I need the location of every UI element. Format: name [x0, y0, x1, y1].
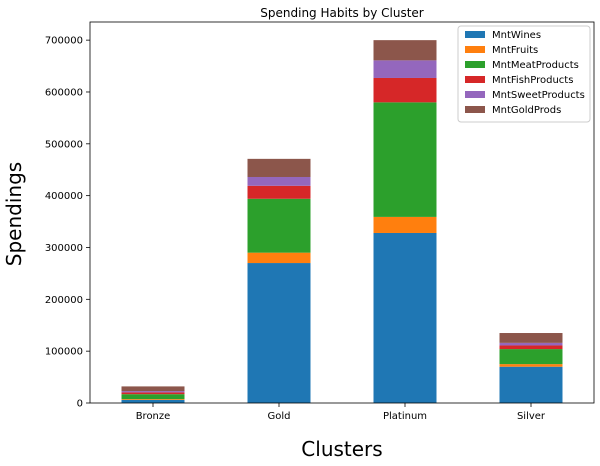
- y-tick-label: 300000: [45, 243, 83, 254]
- y-tick-label: 600000: [45, 87, 83, 98]
- legend-box: [457, 25, 591, 123]
- legend-swatch-mntfishproducts: [465, 76, 485, 83]
- legend-label-mntfishproducts: MntFishProducts: [492, 75, 573, 86]
- bar-silver-mntfishproducts: [499, 345, 563, 350]
- legend-swatch-mntmeatproducts: [465, 61, 485, 68]
- bar-platinum-mntfruits: [373, 216, 437, 233]
- y-tick-label: 400000: [45, 191, 83, 202]
- x-tick-label-bronze: Bronze: [136, 411, 171, 422]
- legend-swatch-mntgoldprods: [465, 106, 485, 113]
- y-axis: 0 100000 200000 300000 400000 500000 600000 700…: [45, 36, 90, 410]
- bar-gold-mntfruits: [247, 252, 311, 264]
- y-tick-label: 500000: [45, 139, 83, 150]
- chart-title: Spending Habits by Cluster: [260, 6, 424, 20]
- x-tick-label-silver: Silver: [517, 411, 546, 422]
- plot-frame: [89, 21, 595, 404]
- bar-silver-mntwines: [499, 366, 563, 403]
- bar-gold-mntmeatproducts: [247, 198, 311, 253]
- y-tick-label: 0: [77, 399, 83, 410]
- bar-gold-mntsweetproducts: [247, 176, 311, 186]
- y-tick-label: 100000: [45, 347, 83, 358]
- bar-bronze-mntfruits: [121, 399, 185, 400]
- y-axis-title: Spendings: [2, 162, 26, 266]
- bar-platinum-mntsweetproducts: [373, 60, 437, 78]
- x-tick-label-platinum: Platinum: [383, 411, 427, 422]
- x-axis-title: Clusters: [301, 437, 382, 461]
- legend-swatch-mntfruits: [465, 46, 485, 53]
- legend-swatch-mntwines: [465, 31, 485, 38]
- y-tick-label: 200000: [45, 295, 83, 306]
- x-tick-label-gold: Gold: [268, 411, 291, 422]
- legend-label-mntwines: MntWines: [492, 30, 541, 41]
- legend-label-mntfruits: MntFruits: [492, 45, 538, 56]
- y-tick-label: 700000: [45, 36, 83, 47]
- bar-bronze-mntsweetproducts: [121, 391, 185, 393]
- legend: MntWines MntFruits MntMeatProducts MntFishP…: [457, 25, 591, 123]
- bar-platinum-mntfishproducts: [373, 77, 437, 103]
- bar-silver-mntsweetproducts: [499, 342, 563, 346]
- bar-silver-mntfruits: [499, 364, 563, 367]
- legend-label-mntsweetproducts: MntSweetProducts: [492, 90, 585, 101]
- legend-label-mntgoldprods: MntGoldProds: [492, 105, 561, 116]
- bar-gold-mntgoldprods: [247, 158, 311, 177]
- legend-label-mntmeatproducts: MntMeatProducts: [492, 60, 579, 71]
- bar-bronze-mntgoldprods: [121, 386, 185, 392]
- bar-gold-mntwines: [247, 263, 311, 403]
- bar-gold-mntfishproducts: [247, 185, 311, 199]
- bar-bronze-mntwines: [121, 399, 185, 403]
- bars-layer: [121, 40, 563, 403]
- bar-platinum-mntgoldprods: [373, 40, 437, 61]
- x-axis: Bronze Gold Platinum Silver: [136, 403, 546, 422]
- legend-swatch-mntsweetproducts: [465, 91, 485, 98]
- bar-silver-mntmeatproducts: [499, 349, 563, 365]
- bar-platinum-mntwines: [373, 232, 437, 403]
- bar-bronze-mntmeatproducts: [121, 394, 185, 400]
- bar-silver-mntgoldprods: [499, 333, 563, 343]
- bar-bronze-mntfishproducts: [121, 392, 185, 395]
- bar-platinum-mntmeatproducts: [373, 102, 437, 217]
